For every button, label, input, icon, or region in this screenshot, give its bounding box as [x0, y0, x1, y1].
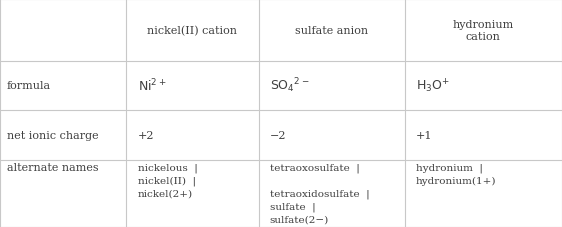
Text: alternate names: alternate names — [7, 162, 98, 172]
Text: net ionic charge: net ionic charge — [7, 130, 98, 140]
Text: $\mathregular{Ni}^{2+}$: $\mathregular{Ni}^{2+}$ — [138, 77, 166, 94]
Text: sulfate anion: sulfate anion — [295, 26, 368, 36]
Text: formula: formula — [7, 81, 51, 91]
Text: +1: +1 — [416, 130, 432, 140]
Text: −2: −2 — [270, 130, 286, 140]
Text: $\mathregular{H_3O}^{+}$: $\mathregular{H_3O}^{+}$ — [416, 77, 450, 94]
Text: tetraoxosulfate  |

tetraoxidosulfate  |
sulfate  |
sulfate(2−): tetraoxosulfate | tetraoxidosulfate | su… — [270, 162, 369, 224]
Text: hydronium  |
hydronium(1+): hydronium | hydronium(1+) — [416, 162, 496, 185]
Text: hydronium
cation: hydronium cation — [453, 20, 514, 41]
Text: +2: +2 — [138, 130, 154, 140]
Text: $\mathregular{SO_4}^{2-}$: $\mathregular{SO_4}^{2-}$ — [270, 76, 309, 95]
Text: nickel(II) cation: nickel(II) cation — [147, 25, 238, 36]
Text: nickelous  |
nickel(II)  |
nickel(2+): nickelous | nickel(II) | nickel(2+) — [138, 162, 198, 198]
